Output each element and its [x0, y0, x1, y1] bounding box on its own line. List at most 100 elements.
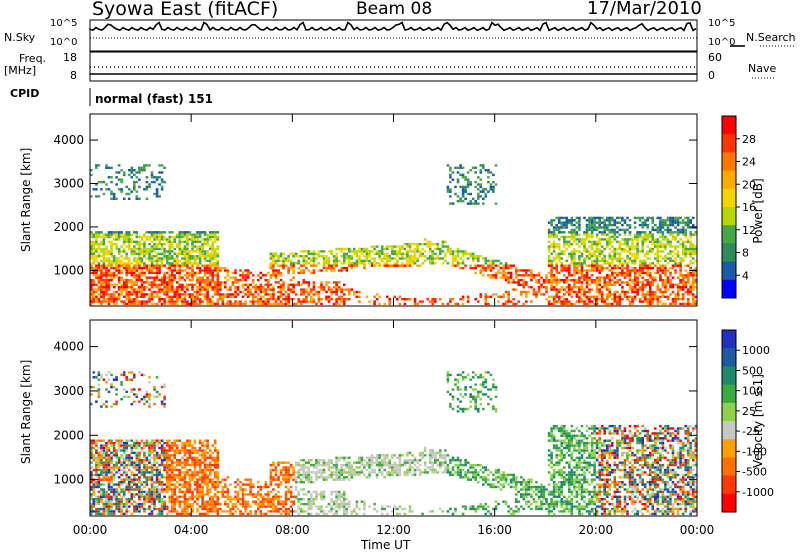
- power-echo-cell: [150, 262, 154, 265]
- power-echo-cell: [206, 300, 209, 303]
- power-echo-cell: [350, 255, 354, 258]
- power-echo-cell: [90, 300, 93, 303]
- power-echo-cell: [522, 283, 526, 286]
- power-echo-cell: [656, 269, 660, 272]
- power-echo-cell: [560, 264, 563, 267]
- power-echo-cell: [616, 266, 619, 270]
- power-echo-cell: [593, 259, 596, 263]
- power-echo-cell: [269, 264, 273, 267]
- power-echo-cell: [211, 243, 214, 246]
- velocity-echo-cell: [90, 510, 93, 513]
- power-echo-cell: [593, 252, 596, 255]
- power-echo-cell: [312, 259, 316, 263]
- power-echo-cell: [251, 300, 255, 303]
- power-echo-cell: [633, 281, 637, 284]
- velocity-echo-cell: [165, 454, 169, 457]
- power-echo-cell: [638, 262, 642, 265]
- power-echo-cell: [573, 262, 576, 265]
- power-echo-cell: [593, 302, 596, 306]
- power-echo-cell: [666, 243, 670, 246]
- power-echo-cell: [613, 298, 617, 301]
- power-echo-cell: [130, 238, 134, 241]
- power-echo-cell: [411, 257, 414, 260]
- velocity-echo-cell: [186, 471, 189, 474]
- velocity-echo-cell: [191, 446, 194, 450]
- velocity-echo-cell: [105, 456, 108, 459]
- power-echo-cell: [585, 290, 589, 294]
- power-echo-cell: [375, 245, 379, 248]
- power-echo-cell: [477, 257, 480, 260]
- power-echo-cell: [608, 219, 612, 222]
- velocity-echo-cell: [173, 466, 177, 469]
- power-echo-cell: [641, 283, 644, 286]
- power-echo-cell: [659, 231, 662, 234]
- power-echo-cell: [289, 288, 293, 291]
- velocity-echo-cell: [115, 505, 118, 508]
- power-echo-cell: [565, 290, 569, 294]
- velocity-echo-cell: [148, 471, 151, 474]
- velocity-echo-cell: [112, 483, 116, 486]
- power-echo-cell: [691, 226, 695, 229]
- power-echo-cell: [168, 247, 171, 251]
- power-echo-cell: [294, 262, 298, 265]
- power-echo-cell: [606, 288, 609, 291]
- power-echo-cell: [461, 250, 465, 253]
- power-echo-cell: [469, 180, 472, 184]
- power-echo-cell: [170, 231, 174, 234]
- velocity-echo-cell: [153, 454, 156, 457]
- power-echo-cell: [477, 183, 480, 186]
- power-echo-cell: [335, 252, 338, 255]
- power-echo-cell: [671, 223, 675, 227]
- power-echo-cell: [277, 271, 280, 275]
- power-echo-cell: [396, 250, 399, 253]
- power-echo-cell: [241, 290, 245, 294]
- velocity-echo-cell: [127, 439, 131, 442]
- power-echo-cell: [196, 238, 199, 241]
- power-echo-cell: [198, 286, 202, 289]
- velocity-echo-cell: [186, 468, 189, 472]
- power-echo-cell: [145, 302, 149, 306]
- power-echo-cell: [570, 250, 574, 253]
- power-echo-cell: [254, 288, 257, 291]
- velocity-echo-cell: [122, 459, 126, 462]
- power-echo-cell: [396, 259, 399, 263]
- velocity-echo-cell: [105, 493, 108, 496]
- power-echo-cell: [659, 243, 662, 246]
- power-echo-cell: [216, 288, 220, 291]
- power-echo-cell: [292, 262, 295, 265]
- power-echo-cell: [638, 274, 642, 277]
- velocity-echo-cell: [191, 498, 194, 501]
- power-echo-cell: [593, 264, 596, 267]
- power-echo-cell: [681, 298, 685, 301]
- power-echo-cell: [219, 293, 222, 296]
- power-echo-cell: [287, 295, 290, 298]
- power-echo-cell: [155, 255, 159, 258]
- power-echo-cell: [330, 269, 333, 272]
- power-echo-cell: [284, 300, 288, 303]
- power-echo-cell: [583, 274, 586, 277]
- power-echo-cell: [110, 192, 113, 196]
- power-echo-cell: [568, 235, 571, 239]
- power-echo-cell: [664, 266, 667, 270]
- power-echo-cell: [406, 259, 409, 263]
- power-echo-cell: [646, 278, 649, 282]
- power-echo-cell: [385, 264, 389, 267]
- velocity-echo-cell: [140, 505, 144, 508]
- power-echo-cell: [686, 288, 690, 291]
- power-echo-cell: [92, 233, 96, 236]
- power-echo-cell: [651, 293, 655, 296]
- nsky-label: N.Sky: [4, 31, 36, 44]
- power-echo-cell: [262, 288, 265, 291]
- power-echo-cell: [287, 286, 290, 289]
- power-echo-cell: [578, 262, 581, 265]
- power-echo-cell: [206, 235, 209, 239]
- velocity-echo-cell: [107, 454, 111, 457]
- velocity-echo-cell: [143, 495, 146, 498]
- cpid-label: CPID: [10, 87, 40, 100]
- power-echo-cell: [565, 235, 569, 239]
- power-echo-cell: [370, 257, 374, 260]
- power-echo-cell: [120, 286, 123, 289]
- velocity-echo-cell: [102, 454, 106, 457]
- power-echo-cell: [160, 290, 164, 294]
- power-echo-cell: [342, 262, 346, 265]
